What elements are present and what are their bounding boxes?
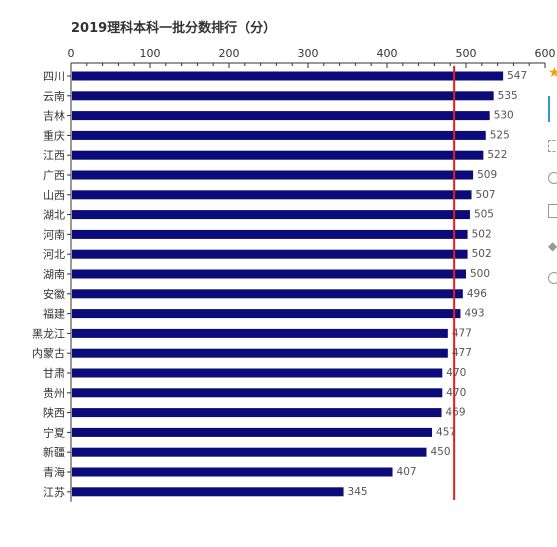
bar bbox=[72, 91, 494, 101]
bar bbox=[72, 289, 463, 299]
bar bbox=[72, 427, 433, 437]
data-label: 345 bbox=[348, 486, 368, 498]
y-tick-label: 贵州 bbox=[43, 387, 65, 400]
data-label: 522 bbox=[487, 149, 507, 161]
y-tick-label: 新疆 bbox=[43, 445, 65, 459]
data-label: 477 bbox=[452, 327, 472, 339]
y-tick-label: 山西 bbox=[43, 189, 65, 202]
y-tick-label: 甘肃 bbox=[43, 367, 65, 380]
y-tick-label: 黑龙江 bbox=[32, 327, 65, 340]
restore-icon[interactable] bbox=[548, 172, 557, 184]
y-tick-label: 重庆 bbox=[43, 128, 65, 142]
y-tick-label: 内蒙古 bbox=[32, 346, 65, 360]
y-tick-label: 河南 bbox=[43, 228, 65, 241]
x-tick-label: 300 bbox=[298, 47, 319, 60]
bar bbox=[72, 190, 472, 200]
x-tick-label: 600 bbox=[535, 47, 556, 60]
data-label: 496 bbox=[467, 288, 487, 300]
x-tick-label: 100 bbox=[140, 47, 161, 60]
data-label: 407 bbox=[397, 466, 417, 478]
bar bbox=[72, 388, 443, 398]
bar bbox=[72, 111, 490, 121]
y-axis: 四川云南吉林重庆江西广西山西湖北河南河北湖南安徽福建黑龙江内蒙古甘肃贵州陕西宁夏… bbox=[32, 63, 72, 502]
bar bbox=[72, 249, 468, 259]
x-tick-label: 400 bbox=[377, 47, 398, 60]
bars-group bbox=[72, 71, 504, 497]
save-image-icon[interactable] bbox=[548, 204, 557, 218]
bar bbox=[72, 368, 443, 378]
bar bbox=[72, 130, 486, 140]
value-labels-group: 547 535 530 525 522 509 507 505 502 502 500 496 493 4… bbox=[348, 70, 528, 498]
y-tick-label: 河北 bbox=[43, 248, 65, 261]
data-view-icon[interactable] bbox=[548, 140, 557, 152]
y-tick-label: 广西 bbox=[43, 169, 65, 182]
y-tick-label: 四川 bbox=[43, 70, 65, 83]
data-label: 493 bbox=[464, 308, 484, 320]
y-tick-label: 安徽 bbox=[43, 287, 65, 301]
bar bbox=[72, 348, 448, 358]
chart-title: 2019理科本科一批分数排行（分） bbox=[71, 21, 277, 36]
data-label: 450 bbox=[431, 446, 451, 458]
data-label: 507 bbox=[476, 189, 496, 201]
bar bbox=[72, 170, 474, 180]
y-tick-label: 青海 bbox=[43, 465, 65, 479]
data-label: 525 bbox=[490, 129, 510, 141]
magic-type-icon[interactable]: ◆ bbox=[548, 239, 557, 253]
y-tick-label: 湖北 bbox=[43, 209, 65, 222]
x-axis: 0 100 200 300 400 500 600 bbox=[68, 47, 556, 68]
star-icon[interactable]: ★ bbox=[548, 65, 557, 81]
data-label: 530 bbox=[494, 110, 514, 122]
data-label: 502 bbox=[472, 248, 492, 260]
data-label: 469 bbox=[446, 407, 466, 419]
y-tick-label: 江苏 bbox=[43, 486, 65, 499]
bar bbox=[72, 487, 344, 497]
y-tick-label: 云南 bbox=[43, 90, 65, 103]
bar bbox=[72, 269, 466, 279]
y-tick-label: 宁夏 bbox=[43, 425, 65, 439]
data-label: 457 bbox=[436, 426, 456, 438]
x-tick-label: 500 bbox=[456, 47, 477, 60]
y-tick-label: 湖南 bbox=[43, 268, 65, 281]
bar bbox=[72, 328, 448, 338]
x-tick-label: 200 bbox=[219, 47, 240, 60]
y-tick-label: 陕西 bbox=[43, 406, 65, 420]
y-tick-label: 吉林 bbox=[43, 109, 65, 123]
bar bbox=[72, 408, 442, 418]
y-tick-label: 福建 bbox=[43, 307, 65, 321]
x-tick-label: 0 bbox=[68, 47, 75, 60]
bar bbox=[72, 229, 468, 239]
y-tick-label: 江西 bbox=[43, 149, 65, 162]
bar bbox=[72, 447, 427, 457]
bar bbox=[72, 150, 484, 160]
refresh-icon[interactable] bbox=[548, 272, 557, 284]
data-label: 502 bbox=[472, 228, 492, 240]
arrow-icon[interactable] bbox=[548, 96, 557, 122]
data-label: 509 bbox=[477, 169, 497, 181]
bar bbox=[72, 467, 393, 477]
data-label: 535 bbox=[498, 90, 518, 102]
data-label: 505 bbox=[474, 209, 494, 221]
data-label: 470 bbox=[446, 387, 466, 399]
data-label: 477 bbox=[452, 347, 472, 359]
data-label: 470 bbox=[446, 367, 466, 379]
data-label: 500 bbox=[470, 268, 490, 280]
bar bbox=[72, 71, 504, 81]
bar bbox=[72, 210, 470, 220]
bar bbox=[72, 309, 461, 319]
data-label: 547 bbox=[507, 70, 527, 82]
